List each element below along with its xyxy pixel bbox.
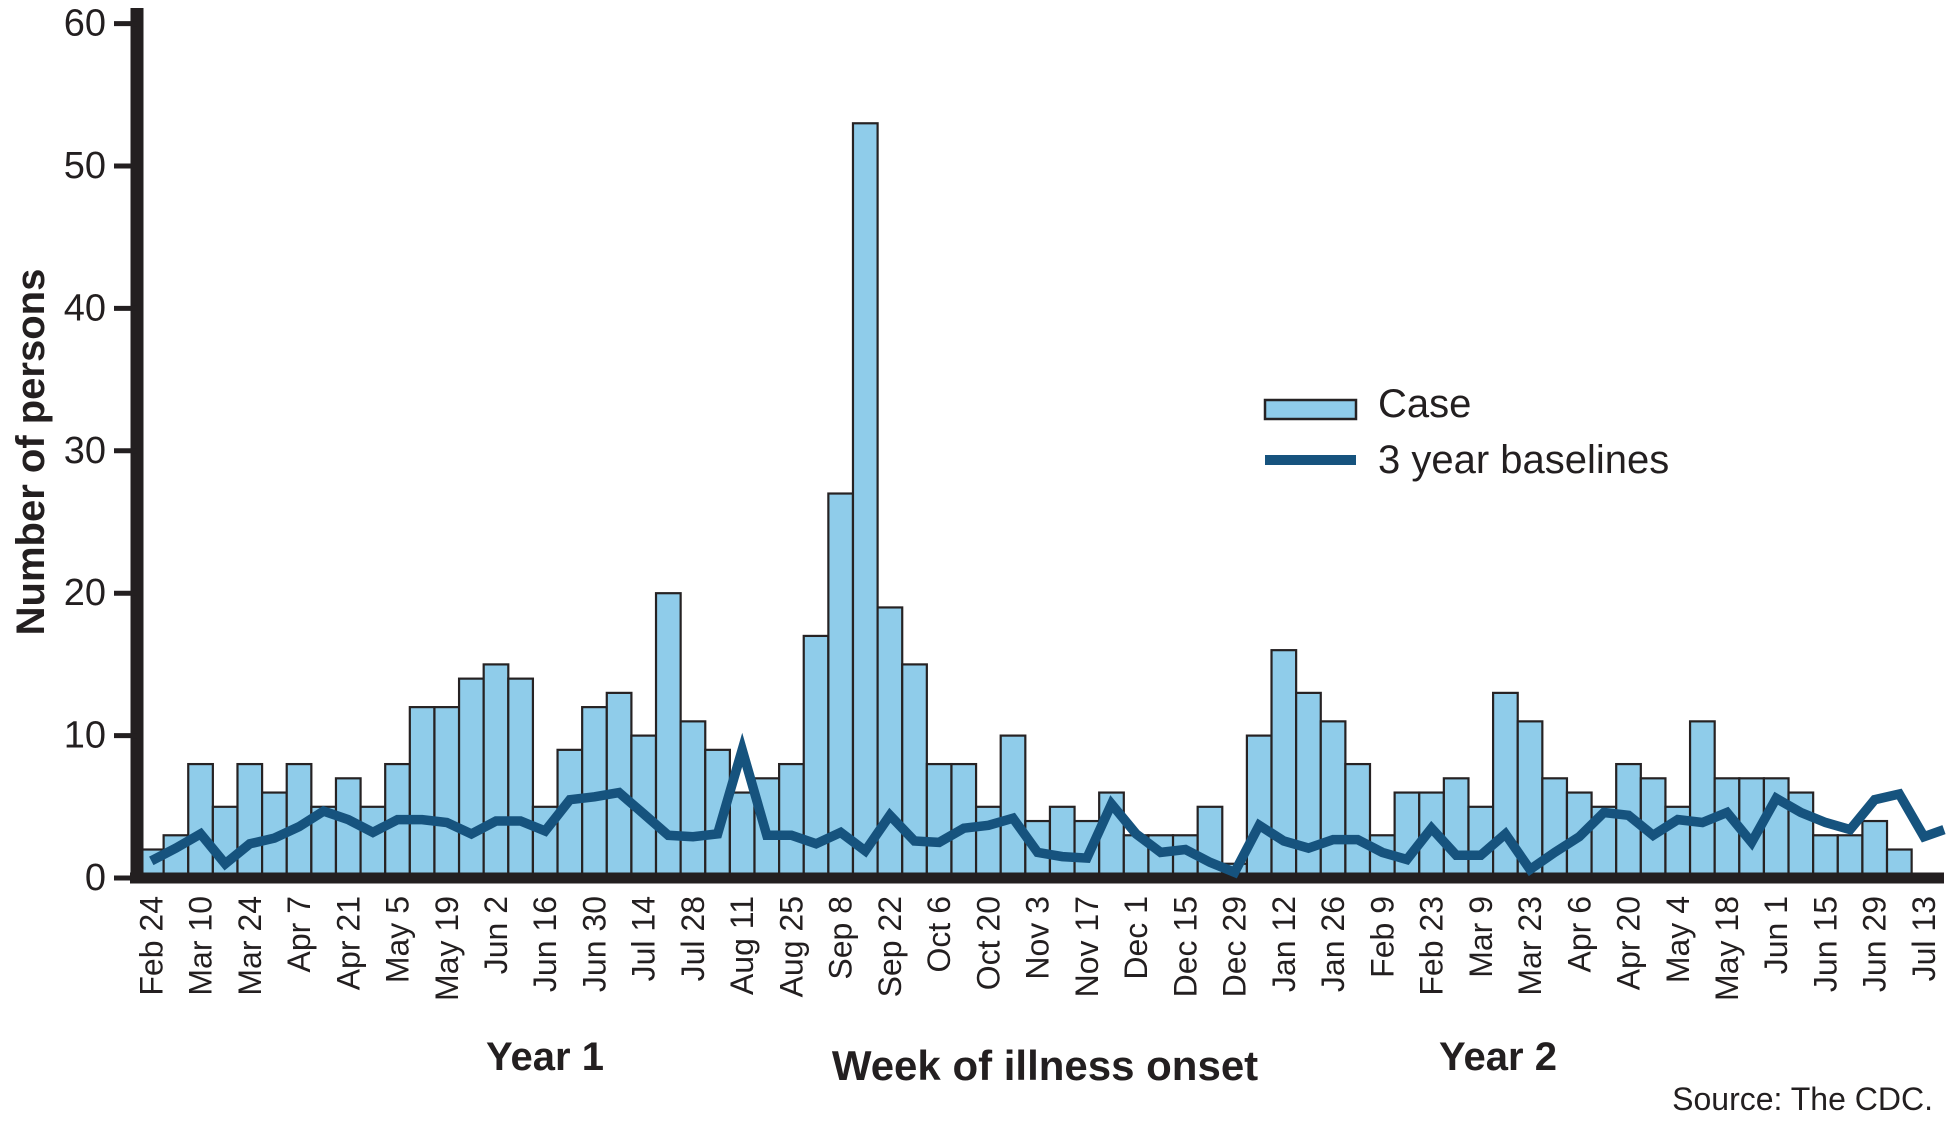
case-bar (827, 492, 855, 880)
year2-label: Year 2 (1439, 1035, 1557, 1079)
x-tick-label: Aug 11 (724, 896, 760, 995)
x-tick-label: Mar 10 (183, 896, 219, 996)
case-bar (1344, 762, 1372, 880)
case-bar (1319, 720, 1347, 880)
case-bar (876, 606, 904, 880)
case-bar (605, 691, 633, 880)
y-axis-ticks-group: 0 10 20 30 40 50 60 (64, 3, 137, 899)
x-tick-label: Dec 29 (1217, 896, 1253, 997)
case-bar (778, 762, 805, 880)
legend-case-label: Case (1378, 382, 1471, 426)
x-axis-labels-group: Feb 24 Mar 10 Mar 24 Apr 7 Apr 21 May 5 May 19… (133, 896, 1942, 1001)
y-tick-label: 40 (64, 287, 106, 329)
x-tick-label: Feb 24 (133, 896, 169, 996)
baseline-line-group (149, 732, 1946, 879)
x-tick-label: Jan 12 (1266, 896, 1302, 992)
x-tick-label: Jun 30 (577, 896, 613, 992)
x-tick-label: Mar 9 (1463, 896, 1499, 978)
x-tick-label: Apr 7 (281, 896, 317, 972)
x-tick-label: Mar 23 (1512, 896, 1548, 996)
case-bar (950, 762, 978, 880)
case-bar (1836, 834, 1864, 880)
axes-group (130, 8, 1944, 884)
x-tick-label: Sep 8 (823, 896, 859, 980)
case-bar (1393, 791, 1421, 880)
x-tick-label: May 19 (429, 896, 465, 1001)
x-tick-label: Jul 28 (675, 896, 711, 981)
x-tick-label: Feb 9 (1364, 896, 1400, 978)
y-axis-title: Number of persons (9, 269, 53, 636)
case-bar (507, 677, 535, 880)
x-tick-label: Aug 25 (773, 896, 809, 997)
x-tick-label: May 4 (1660, 896, 1696, 983)
case-bar (187, 762, 214, 880)
x-tick-label: Mar 24 (232, 896, 268, 996)
x-tick-label: Dec 1 (1118, 896, 1154, 980)
x-tick-label: Jul 13 (1906, 896, 1942, 981)
case-bar (457, 677, 485, 880)
year1-label: Year 1 (486, 1035, 604, 1079)
source-note: Source: The CDC. (1672, 1081, 1933, 1117)
case-bar (974, 805, 1002, 880)
case-bar (728, 791, 756, 880)
legend-baseline-label: 3 year baselines (1378, 438, 1669, 482)
x-tick-label: Oct 6 (921, 896, 957, 972)
case-bar (482, 663, 510, 880)
x-tick-label: Jan 26 (1315, 896, 1351, 992)
case-bar (1245, 734, 1273, 880)
case-bar (679, 720, 707, 880)
x-tick-label: Jun 16 (527, 896, 563, 992)
y-tick-label: 30 (64, 430, 106, 472)
case-bar (851, 122, 879, 880)
case-bar (999, 734, 1027, 880)
x-tick-label: Nov 3 (1020, 896, 1056, 980)
case-bar (1688, 720, 1716, 880)
x-tick-label: Apr 20 (1611, 896, 1647, 990)
case-bar (1442, 777, 1470, 880)
x-tick-label: May 5 (380, 896, 416, 983)
x-axis-title: Week of illness onset (832, 1042, 1258, 1089)
x-tick-label: Jun 15 (1808, 896, 1844, 992)
y-tick-label: 20 (64, 572, 106, 614)
case-bar (1812, 834, 1839, 880)
case-bar (408, 706, 436, 880)
x-tick-label: Dec 15 (1167, 896, 1203, 997)
baseline-line (149, 732, 1946, 879)
y-tick-label: 50 (64, 145, 106, 187)
case-bar (236, 762, 264, 880)
case-bar (433, 706, 461, 880)
x-tick-label: Jun 1 (1758, 896, 1794, 974)
x-tick-label: Oct 20 (970, 896, 1006, 990)
x-tick-label: Nov 17 (1069, 896, 1105, 997)
x-tick-label: Jun 2 (478, 896, 514, 974)
case-bar (1048, 805, 1076, 880)
legend: Case 3 year baselines (1263, 382, 1669, 482)
x-tick-label: Feb 23 (1414, 896, 1450, 996)
x-tick-label: Apr 21 (330, 896, 366, 990)
x-tick-label: May 18 (1709, 896, 1745, 1001)
case-bar (925, 762, 953, 880)
x-tick-label: Apr 6 (1561, 896, 1597, 972)
y-tick-label: 10 (64, 715, 106, 757)
x-tick-label: Sep 22 (872, 896, 908, 997)
legend-case-swatch (1263, 398, 1358, 421)
case-bar (359, 805, 387, 880)
x-tick-label: Jun 29 (1857, 896, 1893, 992)
y-tick-label: 60 (64, 3, 106, 45)
case-bar (1861, 819, 1889, 880)
x-tick-label: Jul 14 (626, 896, 662, 981)
case-bars-group (137, 122, 1913, 880)
y-tick-label: 0 (85, 857, 106, 899)
